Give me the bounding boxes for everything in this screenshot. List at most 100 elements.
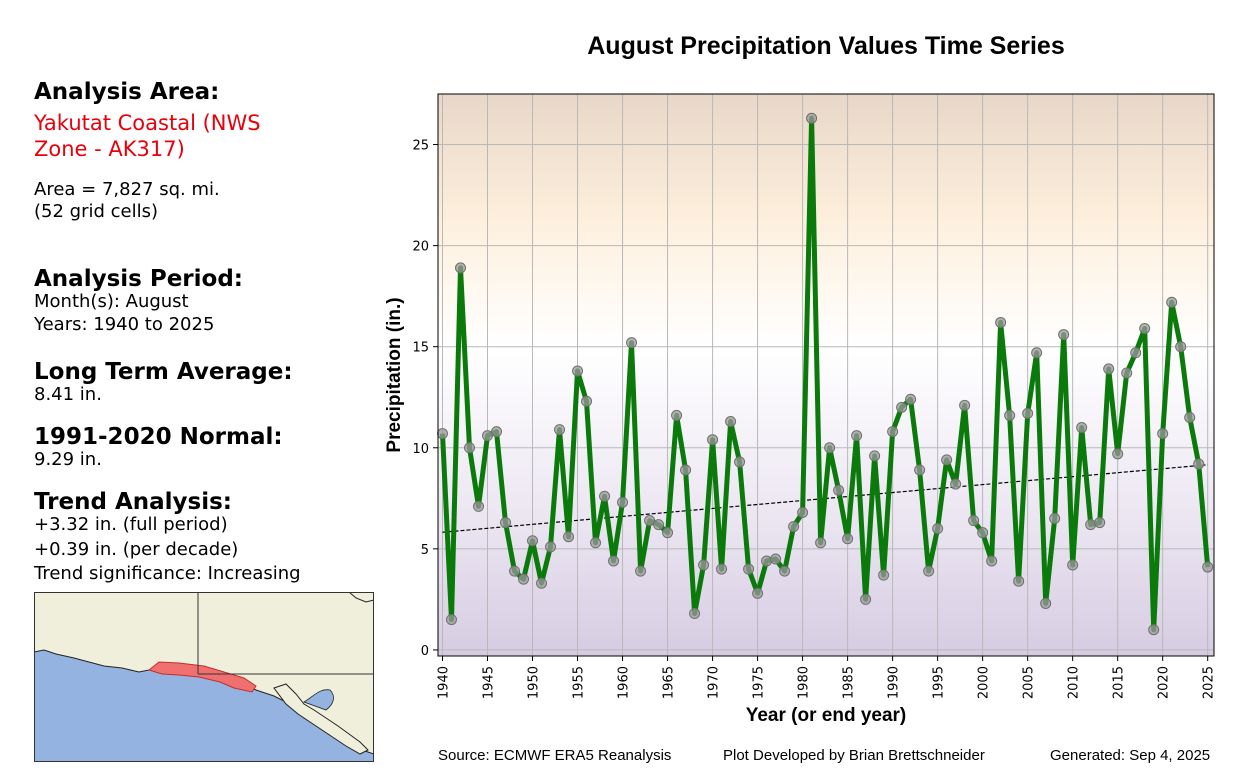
data-point [635, 565, 647, 577]
data-point [869, 450, 881, 462]
x-tick-label: 1990 [887, 666, 902, 699]
data-point [986, 555, 998, 567]
trend-per-decade: +0.39 in. (per decade) [34, 539, 239, 560]
data-point [1067, 559, 1079, 571]
chart-title: August Precipitation Values Time Series [587, 32, 1065, 60]
footer-source: Source: ECMWF ERA5 Reanalysis [438, 747, 672, 764]
x-tick-label: 1970 [707, 666, 722, 699]
data-point [806, 112, 818, 124]
data-point [1004, 409, 1016, 421]
x-tick-label: 2010 [1067, 666, 1082, 699]
data-point [473, 500, 485, 512]
x-tick-label: 1940 [437, 666, 452, 699]
data-point [527, 535, 539, 547]
data-point [950, 478, 962, 490]
x-tick-label: 2020 [1157, 666, 1172, 699]
x-tick-label: 1985 [842, 666, 857, 699]
analysis-period-heading: Analysis Period: [34, 266, 243, 292]
data-point [824, 442, 836, 454]
data-point [860, 593, 872, 605]
plot-background [438, 94, 1214, 656]
data-point [455, 262, 467, 274]
data-point [878, 569, 890, 581]
data-point [536, 577, 548, 589]
data-point [1184, 411, 1196, 423]
data-point [482, 430, 494, 442]
y-tick-label: 10 [412, 442, 429, 457]
y-axis-label: Precipitation (in.) [384, 297, 405, 452]
data-point [509, 565, 521, 577]
data-point [797, 506, 809, 518]
data-point [968, 515, 980, 527]
analysis-period-months: Month(s): August [34, 291, 189, 312]
data-point [716, 563, 728, 575]
data-point [1157, 428, 1169, 440]
footer-generated: Generated: Sep 4, 2025 [1050, 747, 1211, 764]
data-point [752, 587, 764, 599]
data-point [1013, 575, 1025, 587]
data-point [446, 614, 458, 626]
data-point [725, 415, 737, 427]
trend-full-period: +3.32 in. (full period) [34, 514, 228, 535]
data-point [959, 399, 971, 411]
data-point [554, 424, 566, 436]
map-zone-ak317 [147, 661, 257, 693]
analysis-area-heading: Analysis Area: [34, 79, 220, 105]
data-point [923, 565, 935, 577]
data-point [689, 608, 701, 620]
x-tick-label: 2015 [1112, 666, 1127, 699]
data-point [779, 565, 791, 577]
x-tick-label: 1955 [572, 666, 587, 699]
trend-analysis-heading: Trend Analysis: [34, 489, 232, 515]
data-point [995, 316, 1007, 328]
data-point [599, 490, 611, 502]
data-point [491, 426, 503, 438]
data-point [608, 555, 620, 567]
data-point [815, 537, 827, 549]
data-point [887, 426, 899, 438]
long-term-average-value: 8.41 in. [34, 384, 102, 405]
data-point [770, 553, 782, 565]
map-islands [273, 683, 369, 755]
normal-value: 9.29 in. [34, 449, 102, 470]
data-point [671, 409, 683, 421]
analysis-area-name-line1: Yakutat Coastal (NWS [34, 111, 261, 135]
analysis-area-name-line2: Zone - AK317) [34, 137, 185, 161]
x-tick-label: 2025 [1202, 666, 1217, 699]
data-point [644, 515, 656, 527]
data-point [833, 484, 845, 496]
data-point [545, 541, 557, 553]
x-tick-label: 1965 [662, 666, 677, 699]
data-point [1112, 448, 1124, 460]
y-tick-label: 25 [412, 139, 429, 154]
y-tick-label: 20 [412, 240, 429, 255]
data-point [662, 527, 674, 539]
data-point [698, 559, 710, 571]
data-point [572, 365, 584, 377]
data-point [1049, 513, 1061, 525]
x-tick-label: 2005 [1022, 666, 1037, 699]
x-tick-label: 1975 [752, 666, 767, 699]
x-tick-label: 1950 [527, 666, 542, 699]
analysis-period-years: Years: 1940 to 2025 [34, 314, 215, 335]
locator-map [34, 592, 374, 762]
data-point [653, 519, 665, 531]
data-point [842, 533, 854, 545]
data-point [581, 395, 593, 407]
normal-heading: 1991-2020 Normal: [34, 424, 283, 450]
long-term-average-heading: Long Term Average: [34, 359, 293, 385]
data-point [1175, 341, 1187, 353]
data-point [626, 337, 638, 349]
trend-significance: Trend significance: Increasing [34, 563, 301, 584]
data-point [437, 428, 449, 440]
y-tick-label: 15 [412, 341, 429, 356]
map-frame [34, 592, 374, 762]
data-point [914, 464, 926, 476]
data-point [1130, 347, 1142, 359]
data-point [1094, 517, 1106, 529]
data-point [707, 434, 719, 446]
data-point [905, 393, 917, 405]
data-point [1193, 458, 1205, 470]
data-point [617, 496, 629, 508]
